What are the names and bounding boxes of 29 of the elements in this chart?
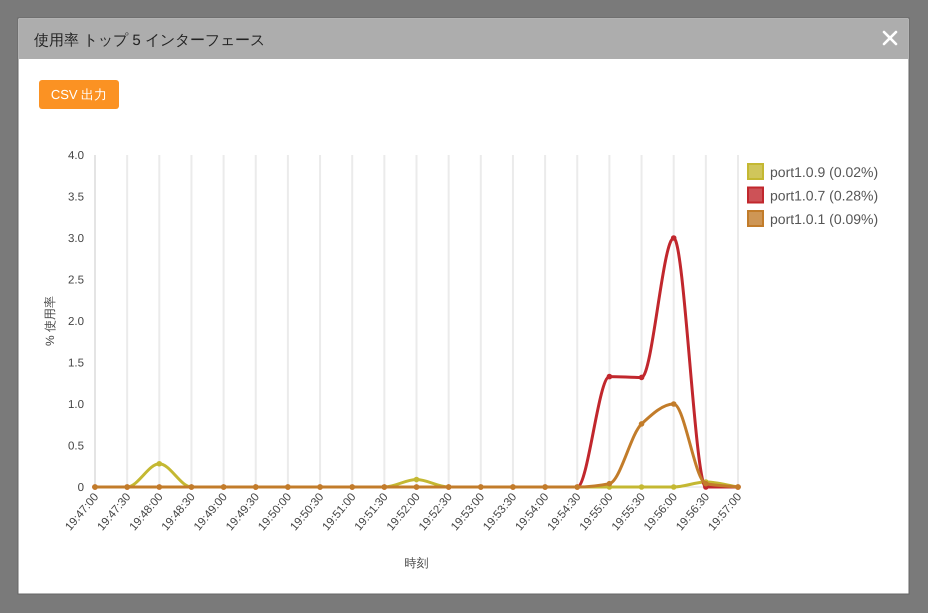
- y-tick-label: 2.5: [68, 274, 84, 286]
- x-axis-title: 時刻: [404, 556, 428, 570]
- legend-label: port1.0.1 (0.09%): [770, 211, 878, 227]
- y-tick-label: 2.0: [68, 316, 84, 328]
- y-axis-title: % 使用率: [43, 296, 57, 346]
- point: [670, 235, 676, 241]
- point: [606, 480, 612, 486]
- legend-item: port1.0.9 (0.02%): [747, 163, 878, 180]
- y-tick-label: 0: [78, 482, 84, 494]
- point: [156, 460, 162, 467]
- y-tick-label: 3.0: [68, 233, 84, 245]
- chart-title: 使用率 トップ 5 インターフェース: [34, 32, 265, 49]
- point: [606, 374, 612, 380]
- y-tick-label: 0.5: [68, 440, 84, 452]
- legend-item: port1.0.7 (0.28%): [747, 186, 878, 204]
- y-tick-label: 1.0: [68, 399, 84, 411]
- point: [638, 421, 644, 427]
- point: [670, 401, 676, 407]
- point: [638, 484, 644, 490]
- legend-label: port1.0.7 (0.28%): [770, 188, 878, 204]
- point: [414, 476, 420, 482]
- y-tick-label: 4.0: [68, 150, 84, 162]
- button: CSV 出力: [39, 80, 119, 109]
- point: [670, 484, 676, 490]
- point: [638, 374, 644, 380]
- legend-label: port1.0.9 (0.02%): [770, 164, 878, 180]
- y-tick-label: 1.5: [68, 358, 84, 370]
- y-tick-label: 3.5: [68, 192, 84, 204]
- legend-item: port1.0.1 (0.09%): [747, 210, 878, 227]
